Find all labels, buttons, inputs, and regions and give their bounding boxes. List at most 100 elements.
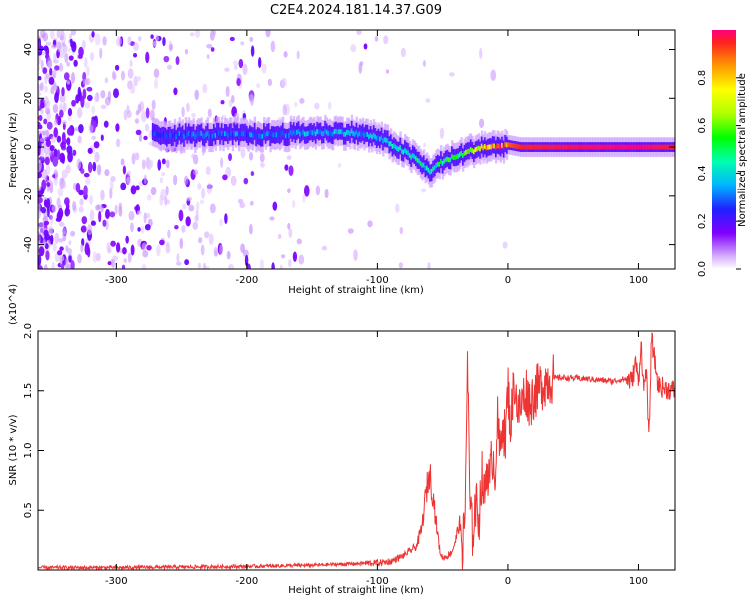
noise-cell: [302, 193, 306, 203]
noise-cell: [224, 67, 230, 72]
ridge-core: [269, 133, 272, 139]
noise-cell: [45, 139, 51, 147]
noise-cell: [137, 227, 141, 232]
ridge-core: [631, 144, 634, 150]
noise-cell: [175, 261, 182, 266]
noise-cell: [144, 223, 151, 231]
noise-cell: [291, 200, 296, 209]
noise-cell: [38, 76, 42, 81]
ridge-core: [618, 144, 622, 150]
ridge-core: [577, 144, 581, 150]
ridge-core: [333, 129, 336, 135]
noise-cell: [76, 107, 83, 119]
noise-cell: [234, 65, 238, 70]
noise-cell: [59, 30, 65, 40]
ridge-core: [620, 144, 623, 150]
ridge-core: [222, 133, 225, 139]
noise-cell: [58, 237, 64, 243]
noise-cell: [204, 231, 210, 239]
noise-cell: [43, 96, 49, 105]
ridge-core: [526, 144, 529, 150]
ridge-core: [267, 130, 271, 136]
noise-cell: [240, 41, 245, 46]
ridge-core: [416, 157, 419, 163]
noise-cell: [116, 36, 122, 47]
ridge-core: [220, 130, 224, 136]
ridge-core: [419, 161, 423, 166]
ridge-core: [172, 133, 175, 139]
noise-cell: [53, 148, 58, 159]
noise-cell: [130, 244, 135, 256]
noise-cell: [68, 55, 74, 61]
noise-cell: [62, 227, 67, 235]
ridge-core: [635, 144, 639, 150]
noise-cell: [250, 45, 255, 57]
noise-cell: [72, 200, 77, 212]
ridge-core: [599, 144, 603, 150]
snr-panel: -300 -200 -100 0 100 0.5 1.0 1.5 2.0 Height of …: [8, 284, 676, 596]
x-tick-label: -300: [105, 576, 128, 587]
ridge-core: [380, 135, 383, 141]
ridge-core: [374, 134, 377, 140]
ridge-core: [604, 144, 607, 150]
noise-cell: [363, 43, 368, 50]
ridge-core: [162, 132, 166, 138]
ridge-core: [509, 142, 512, 148]
ridge-core: [270, 132, 274, 138]
ridge-core: [447, 157, 451, 163]
noise-cell: [87, 224, 93, 236]
noise-cell: [256, 83, 261, 89]
ridge-core: [496, 143, 499, 149]
ridge-core: [259, 134, 263, 139]
ridge-core: [155, 131, 158, 137]
noise-cell: [132, 42, 139, 51]
noise-cell: [38, 202, 41, 212]
ridge-core: [667, 144, 670, 150]
noise-cell: [38, 185, 42, 191]
noise-cell: [78, 189, 84, 196]
noise-cell: [74, 127, 79, 132]
ridge-core: [208, 133, 211, 139]
noise-cell: [56, 197, 61, 208]
noise-cell: [81, 39, 86, 50]
ridge-core: [261, 133, 264, 139]
ridge-core: [214, 133, 217, 138]
noise-cell: [239, 202, 246, 209]
ridge-core: [161, 132, 164, 138]
noise-cell: [153, 78, 159, 90]
noise-cell: [46, 182, 51, 187]
ridge-core: [183, 134, 186, 139]
noise-cell: [87, 161, 93, 174]
ridge-core: [244, 131, 247, 136]
noise-cell: [277, 233, 282, 240]
ridge-core: [585, 144, 589, 150]
ridge-core: [368, 134, 371, 140]
ridge-core: [593, 144, 596, 150]
noise-cell: [75, 182, 81, 193]
ridge-core: [263, 130, 266, 136]
ridge-core: [170, 133, 174, 139]
ridge-core: [601, 144, 604, 150]
ridge-core: [592, 144, 595, 150]
noise-cell: [157, 159, 162, 171]
noise-cell: [91, 31, 95, 38]
ridge-core: [292, 129, 296, 135]
noise-cell: [194, 215, 199, 223]
ridge-core: [225, 131, 228, 137]
noise-cell: [186, 102, 190, 113]
noise-cell: [45, 164, 51, 175]
ridge-core: [624, 144, 628, 150]
noise-cell: [243, 177, 249, 185]
ridge-core: [623, 144, 626, 150]
ridge-core: [357, 132, 360, 138]
noise-cell: [189, 32, 195, 37]
ridge-core: [629, 144, 633, 150]
ridge-core: [457, 153, 460, 159]
noise-cell: [86, 66, 90, 77]
ridge-core: [413, 154, 416, 160]
ridge-core: [200, 130, 203, 136]
noise-cell: [38, 51, 42, 56]
ridge-core: [278, 132, 282, 138]
ridge-core: [521, 144, 524, 150]
noise-cell: [57, 207, 64, 219]
